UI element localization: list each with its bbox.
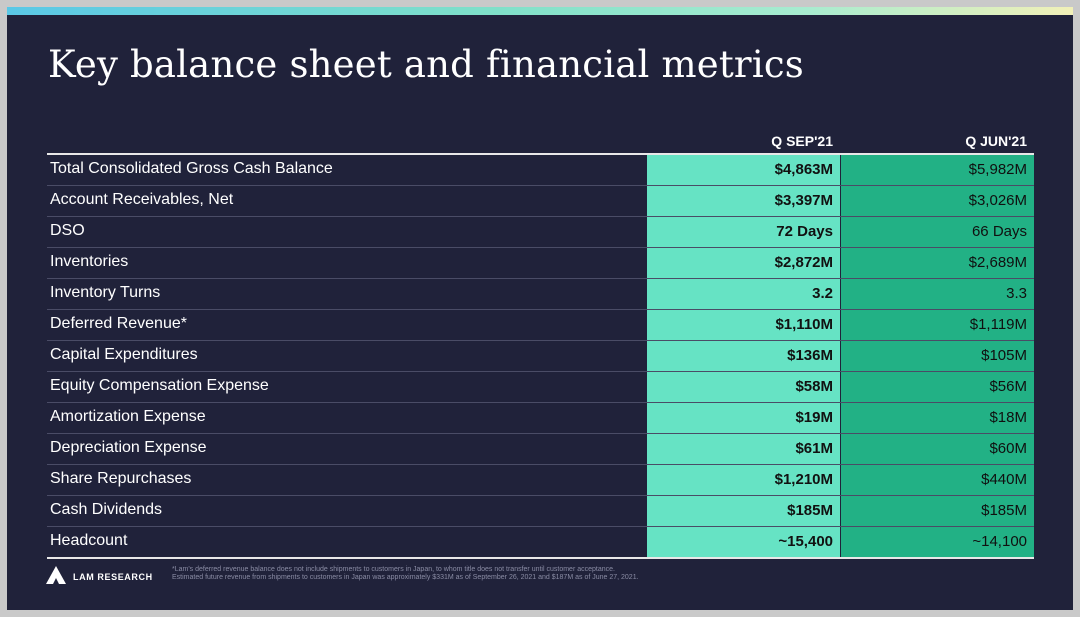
column-header-q-jun21: Q JUN'21 [965, 133, 1027, 149]
table-top-rule [47, 153, 1034, 155]
cell-q-sep21: $2,872M [647, 248, 840, 278]
lam-triangle-logo-icon [45, 565, 67, 590]
row-label: Amortization Expense [50, 408, 206, 425]
cell-q-sep21: $19M [647, 403, 840, 433]
table-row: Amortization Expense $19M $18M [47, 403, 1034, 434]
cell-q-jun21: $60M [841, 434, 1034, 464]
cell-q-sep21: $1,110M [647, 310, 840, 340]
cell-q-sep21: ~15,400 [647, 527, 840, 557]
table-row: Inventories $2,872M $2,689M [47, 248, 1034, 279]
cell-q-sep21: 72 Days [647, 217, 840, 247]
cell-q-jun21: $185M [841, 496, 1034, 526]
cell-q-jun21: ~14,100 [841, 527, 1034, 557]
row-label: DSO [50, 222, 85, 239]
row-label: Share Repurchases [50, 470, 192, 487]
cell-q-sep21: $1,210M [647, 465, 840, 495]
cell-q-jun21: $3,026M [841, 186, 1034, 216]
table-header: Q SEP'21 Q JUN'21 [47, 129, 1034, 153]
row-label: Equity Compensation Expense [50, 377, 269, 394]
cell-q-jun21: $18M [841, 403, 1034, 433]
row-label: Account Receivables, Net [50, 191, 234, 208]
accent-bar [7, 7, 1073, 15]
cell-q-jun21: $440M [841, 465, 1034, 495]
cell-q-jun21: 66 Days [841, 217, 1034, 247]
column-header-q-sep21: Q SEP'21 [771, 133, 833, 149]
cell-q-sep21: $4,863M [647, 155, 840, 185]
table-row: Total Consolidated Gross Cash Balance $4,… [47, 155, 1034, 186]
cell-q-sep21: $136M [647, 341, 840, 371]
cell-q-sep21: $61M [647, 434, 840, 464]
table-row: Depreciation Expense $61M $60M [47, 434, 1034, 465]
footnote: *Lam's deferred revenue balance does not… [172, 566, 812, 582]
table-row: Equity Compensation Expense $58M $56M [47, 372, 1034, 403]
cell-q-sep21: 3.2 [647, 279, 840, 309]
cell-q-jun21: $105M [841, 341, 1034, 371]
cell-q-sep21: $3,397M [647, 186, 840, 216]
row-label: Capital Expenditures [50, 346, 198, 363]
table-bottom-rule [47, 557, 1034, 559]
row-label: Depreciation Expense [50, 439, 207, 456]
row-label: Cash Dividends [50, 501, 163, 518]
metrics-table: Q SEP'21 Q JUN'21 Total Consolidated Gro… [47, 129, 1034, 559]
cell-q-jun21: $56M [841, 372, 1034, 402]
cell-q-jun21: $5,982M [841, 155, 1034, 185]
row-label: Deferred Revenue* [50, 315, 187, 332]
table-row: Deferred Revenue* $1,110M $1,119M [47, 310, 1034, 341]
table-row: Capital Expenditures $136M $105M [47, 341, 1034, 372]
cell-q-sep21: $58M [647, 372, 840, 402]
row-label: Inventory Turns [50, 284, 161, 301]
page-title: Key balance sheet and financial metrics [48, 43, 804, 86]
table-row: DSO 72 Days 66 Days [47, 217, 1034, 248]
cell-q-jun21: 3.3 [841, 279, 1034, 309]
table-row: Inventory Turns 3.2 3.3 [47, 279, 1034, 310]
footnote-line-1: *Lam's deferred revenue balance does not… [172, 566, 615, 573]
cell-q-jun21: $1,119M [841, 310, 1034, 340]
row-label: Headcount [50, 532, 128, 549]
table-row: Account Receivables, Net $3,397M $3,026M [47, 186, 1034, 217]
table-row: Headcount ~15,400 ~14,100 [47, 527, 1034, 557]
company-logo-text: LAM RESEARCH [73, 572, 153, 582]
row-label: Total Consolidated Gross Cash Balance [50, 160, 333, 177]
table-row: Cash Dividends $185M $185M [47, 496, 1034, 527]
cell-q-jun21: $2,689M [841, 248, 1034, 278]
slide: Key balance sheet and financial metrics … [7, 7, 1073, 610]
footer: LAM RESEARCH *Lam's deferred revenue bal… [45, 563, 1005, 593]
footnote-line-2: Estimated future revenue from shipments … [172, 574, 639, 581]
row-label: Inventories [50, 253, 129, 270]
cell-q-sep21: $185M [647, 496, 840, 526]
table-row: Share Repurchases $1,210M $440M [47, 465, 1034, 496]
table-body: Total Consolidated Gross Cash Balance $4,… [47, 155, 1034, 557]
